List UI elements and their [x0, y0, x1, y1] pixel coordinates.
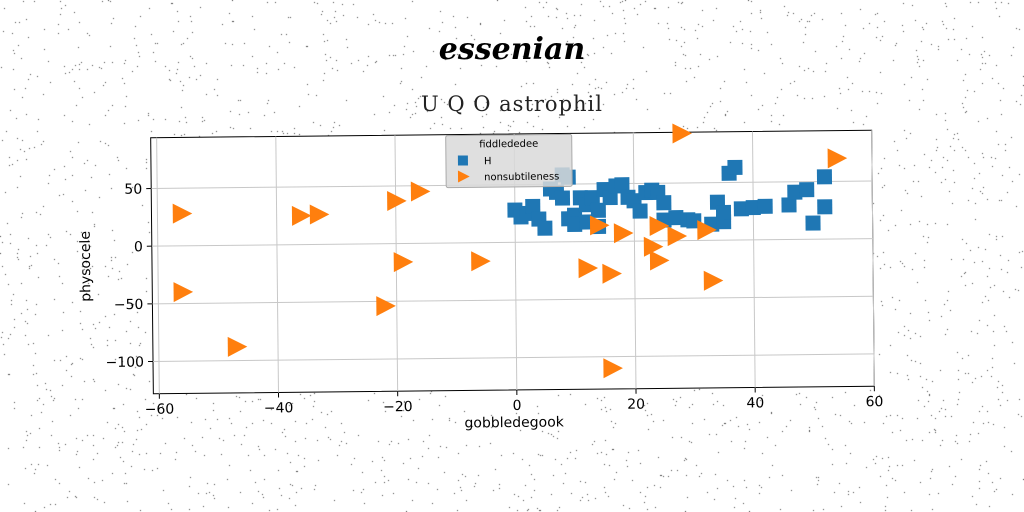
data-point-square: [817, 199, 833, 215]
x-tick-label: 40: [746, 395, 764, 411]
data-point-square: [590, 202, 606, 218]
y-axis-label: physocele: [78, 231, 95, 302]
x-gridline: [156, 137, 160, 394]
x-tick-label: −20: [383, 399, 413, 415]
data-point-square: [816, 169, 833, 185]
data-point-triangle: [667, 226, 688, 247]
y-gridline: [152, 295, 874, 305]
y-gridline: [153, 353, 874, 362]
x-axis-label: gobbledegook: [464, 414, 564, 431]
x-tick-label: 20: [627, 397, 645, 413]
y-gridline: [151, 238, 873, 247]
data-point-square: [537, 220, 553, 236]
x-gridline: [275, 136, 279, 393]
data-point-triangle: [376, 296, 396, 317]
data-point-square: [799, 182, 815, 198]
data-point-square: [727, 159, 743, 175]
y-tick-label: −100: [105, 355, 144, 371]
legend-title: fiddlededee: [479, 139, 538, 151]
data-point-square: [805, 215, 821, 231]
data-point-triangle: [697, 220, 717, 241]
x-gridline: [632, 132, 637, 389]
x-tick-label: 60: [865, 394, 883, 410]
data-point-square: [525, 198, 541, 215]
legend-marker-square: [457, 155, 468, 166]
data-point-triangle: [649, 215, 670, 236]
data-point-triangle: [589, 215, 610, 236]
legend-marker-triangle: [457, 170, 470, 183]
data-point-square: [614, 177, 630, 193]
data-point-triangle: [703, 270, 724, 291]
data-point-square: [781, 197, 797, 213]
data-point-square: [656, 195, 672, 211]
data-point-triangle: [471, 251, 491, 272]
x-tick-label: −40: [264, 400, 294, 416]
data-point-square: [745, 200, 761, 216]
legend-entry-label: H: [484, 156, 492, 167]
data-point-triangle: [309, 204, 330, 225]
data-point-square: [668, 210, 684, 226]
data-point-square: [787, 184, 803, 200]
y-tick-label: −50: [114, 297, 144, 313]
figure-suptitle: essenian: [438, 32, 586, 67]
y-tick-label: 50: [124, 182, 142, 198]
x-gridline: [751, 131, 756, 388]
data-point-triangle: [603, 358, 623, 379]
data-point-square: [757, 198, 773, 214]
data-point-triangle: [578, 258, 599, 279]
data-point-triangle: [393, 252, 414, 273]
legend-entry-label: nonsubtileness: [484, 171, 559, 183]
x-tick-label: −60: [145, 402, 175, 418]
x-tick-label: 0: [512, 398, 521, 414]
data-point-triangle: [672, 123, 692, 144]
data-point-triangle: [613, 223, 634, 244]
data-point-triangle: [172, 203, 193, 224]
data-point-square: [733, 201, 749, 217]
data-point-triangle: [291, 205, 312, 226]
data-point-square: [632, 203, 648, 219]
data-point-triangle: [227, 336, 248, 357]
data-point-square: [567, 216, 583, 233]
data-point-triangle: [602, 263, 622, 284]
data-point-triangle: [173, 282, 194, 303]
x-gridline: [871, 130, 875, 387]
data-point-square: [715, 204, 732, 221]
data-point-square: [602, 189, 618, 206]
y-tick-label: 0: [134, 239, 143, 255]
data-point-triangle: [643, 236, 664, 257]
data-point-square: [584, 190, 600, 206]
chart-title: U Q O astrophil: [421, 92, 603, 116]
data-point-square: [554, 190, 571, 206]
data-point-triangle: [410, 181, 431, 202]
data-point-triangle: [827, 148, 848, 169]
data-point-triangle: [387, 191, 407, 212]
data-point-triangle: [649, 250, 670, 271]
